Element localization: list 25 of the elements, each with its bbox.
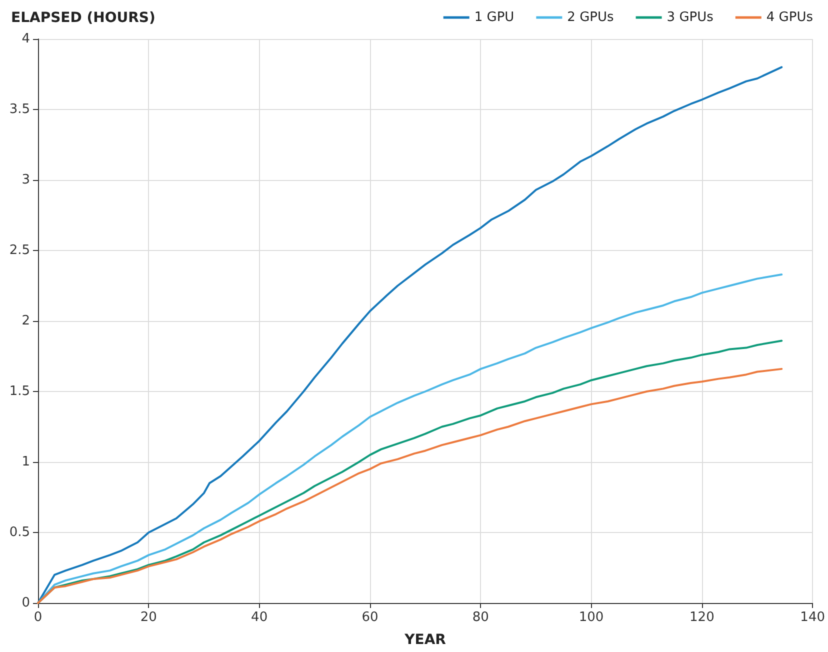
x-tick-label: 60 (362, 610, 378, 625)
y-tick-label: 2.5 (9, 243, 30, 258)
legend-label: 1 GPU (474, 10, 514, 25)
x-axis-title: YEAR (404, 632, 446, 648)
legend-label: 4 GPUs (766, 10, 814, 25)
x-tick-label: 0 (34, 610, 42, 625)
y-tick-label: 0.5 (9, 525, 30, 540)
line-series (37, 273, 783, 604)
x-tick-label: 100 (578, 610, 604, 625)
legend-label: 2 GPUs (567, 10, 614, 25)
x-tick-label: 40 (251, 610, 268, 625)
y-tick-label: 4 (22, 32, 30, 46)
y-tick-label: 1 (22, 454, 30, 470)
legend-label: 3 GPUs (666, 10, 714, 25)
y-tick-label: 1.5 (9, 384, 30, 399)
x-tick-label: 120 (690, 610, 714, 625)
chart-title: ELAPSED (HOURS) (11, 10, 156, 26)
line-series (37, 66, 783, 604)
y-tick-label: 3.5 (9, 102, 30, 117)
y-tick-label: 2 (22, 314, 30, 328)
x-tick-label: 80 (472, 610, 489, 625)
x-tick-label: 20 (140, 610, 157, 625)
y-tick-label: 3 (22, 172, 30, 188)
y-tick-label: 0 (22, 596, 30, 610)
x-tick-label: 140 (800, 610, 826, 625)
